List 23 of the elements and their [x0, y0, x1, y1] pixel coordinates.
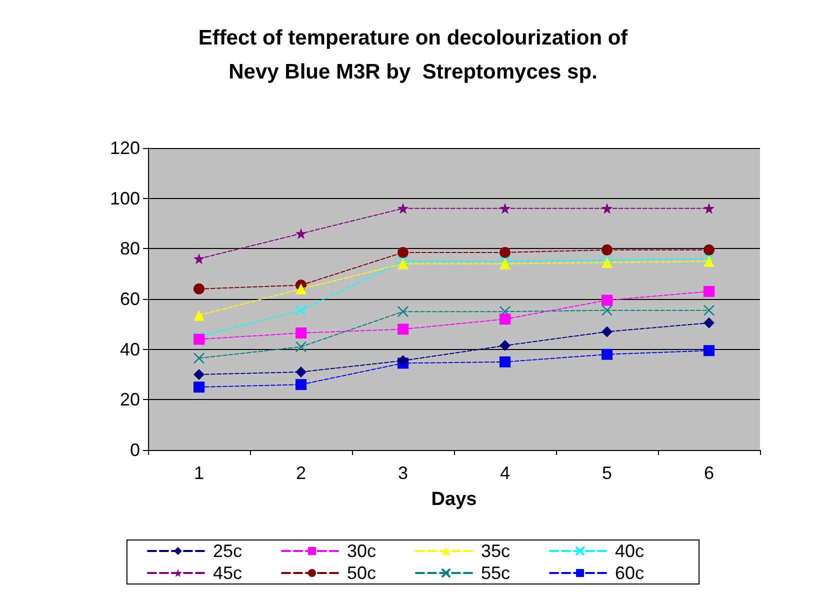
legend-label: 45c	[212, 563, 277, 583]
y-tick-label: 40	[120, 339, 140, 360]
x-tick-label: 3	[398, 463, 408, 483]
x-tick-label: 5	[602, 463, 612, 483]
y-tick-label: 60	[120, 289, 140, 309]
chart-title: Effect of temperature on decolourization of Nevy Blue M3R by Streptomyces sp.	[198, 26, 629, 84]
legend-label: 55c	[481, 563, 546, 583]
x-tick-label: 6	[704, 463, 714, 483]
x-tick-label: 4	[500, 463, 510, 483]
legend-label: 60c	[615, 563, 680, 583]
legend-label: 30c	[346, 541, 412, 561]
y-tick-label: 100	[110, 188, 140, 208]
legend-label: 40c	[615, 541, 680, 561]
y-tick-label: 120	[110, 138, 140, 158]
legend-label: 50c	[346, 563, 412, 583]
x-tick-label: 1	[194, 463, 204, 483]
x-tick-label: 2	[296, 463, 306, 483]
y-tick-label: 20	[120, 390, 140, 410]
x-axis-title: Days	[431, 489, 477, 510]
y-tick-label: 80	[120, 238, 140, 259]
legend-label: 25c	[212, 541, 277, 561]
legend-label: 35c	[481, 541, 546, 561]
y-tick-label: 0	[130, 440, 140, 460]
